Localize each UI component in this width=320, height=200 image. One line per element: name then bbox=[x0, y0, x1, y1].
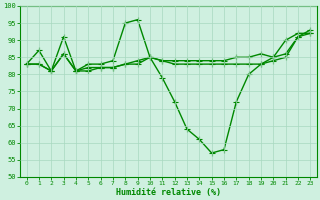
X-axis label: Humidité relative (%): Humidité relative (%) bbox=[116, 188, 221, 197]
